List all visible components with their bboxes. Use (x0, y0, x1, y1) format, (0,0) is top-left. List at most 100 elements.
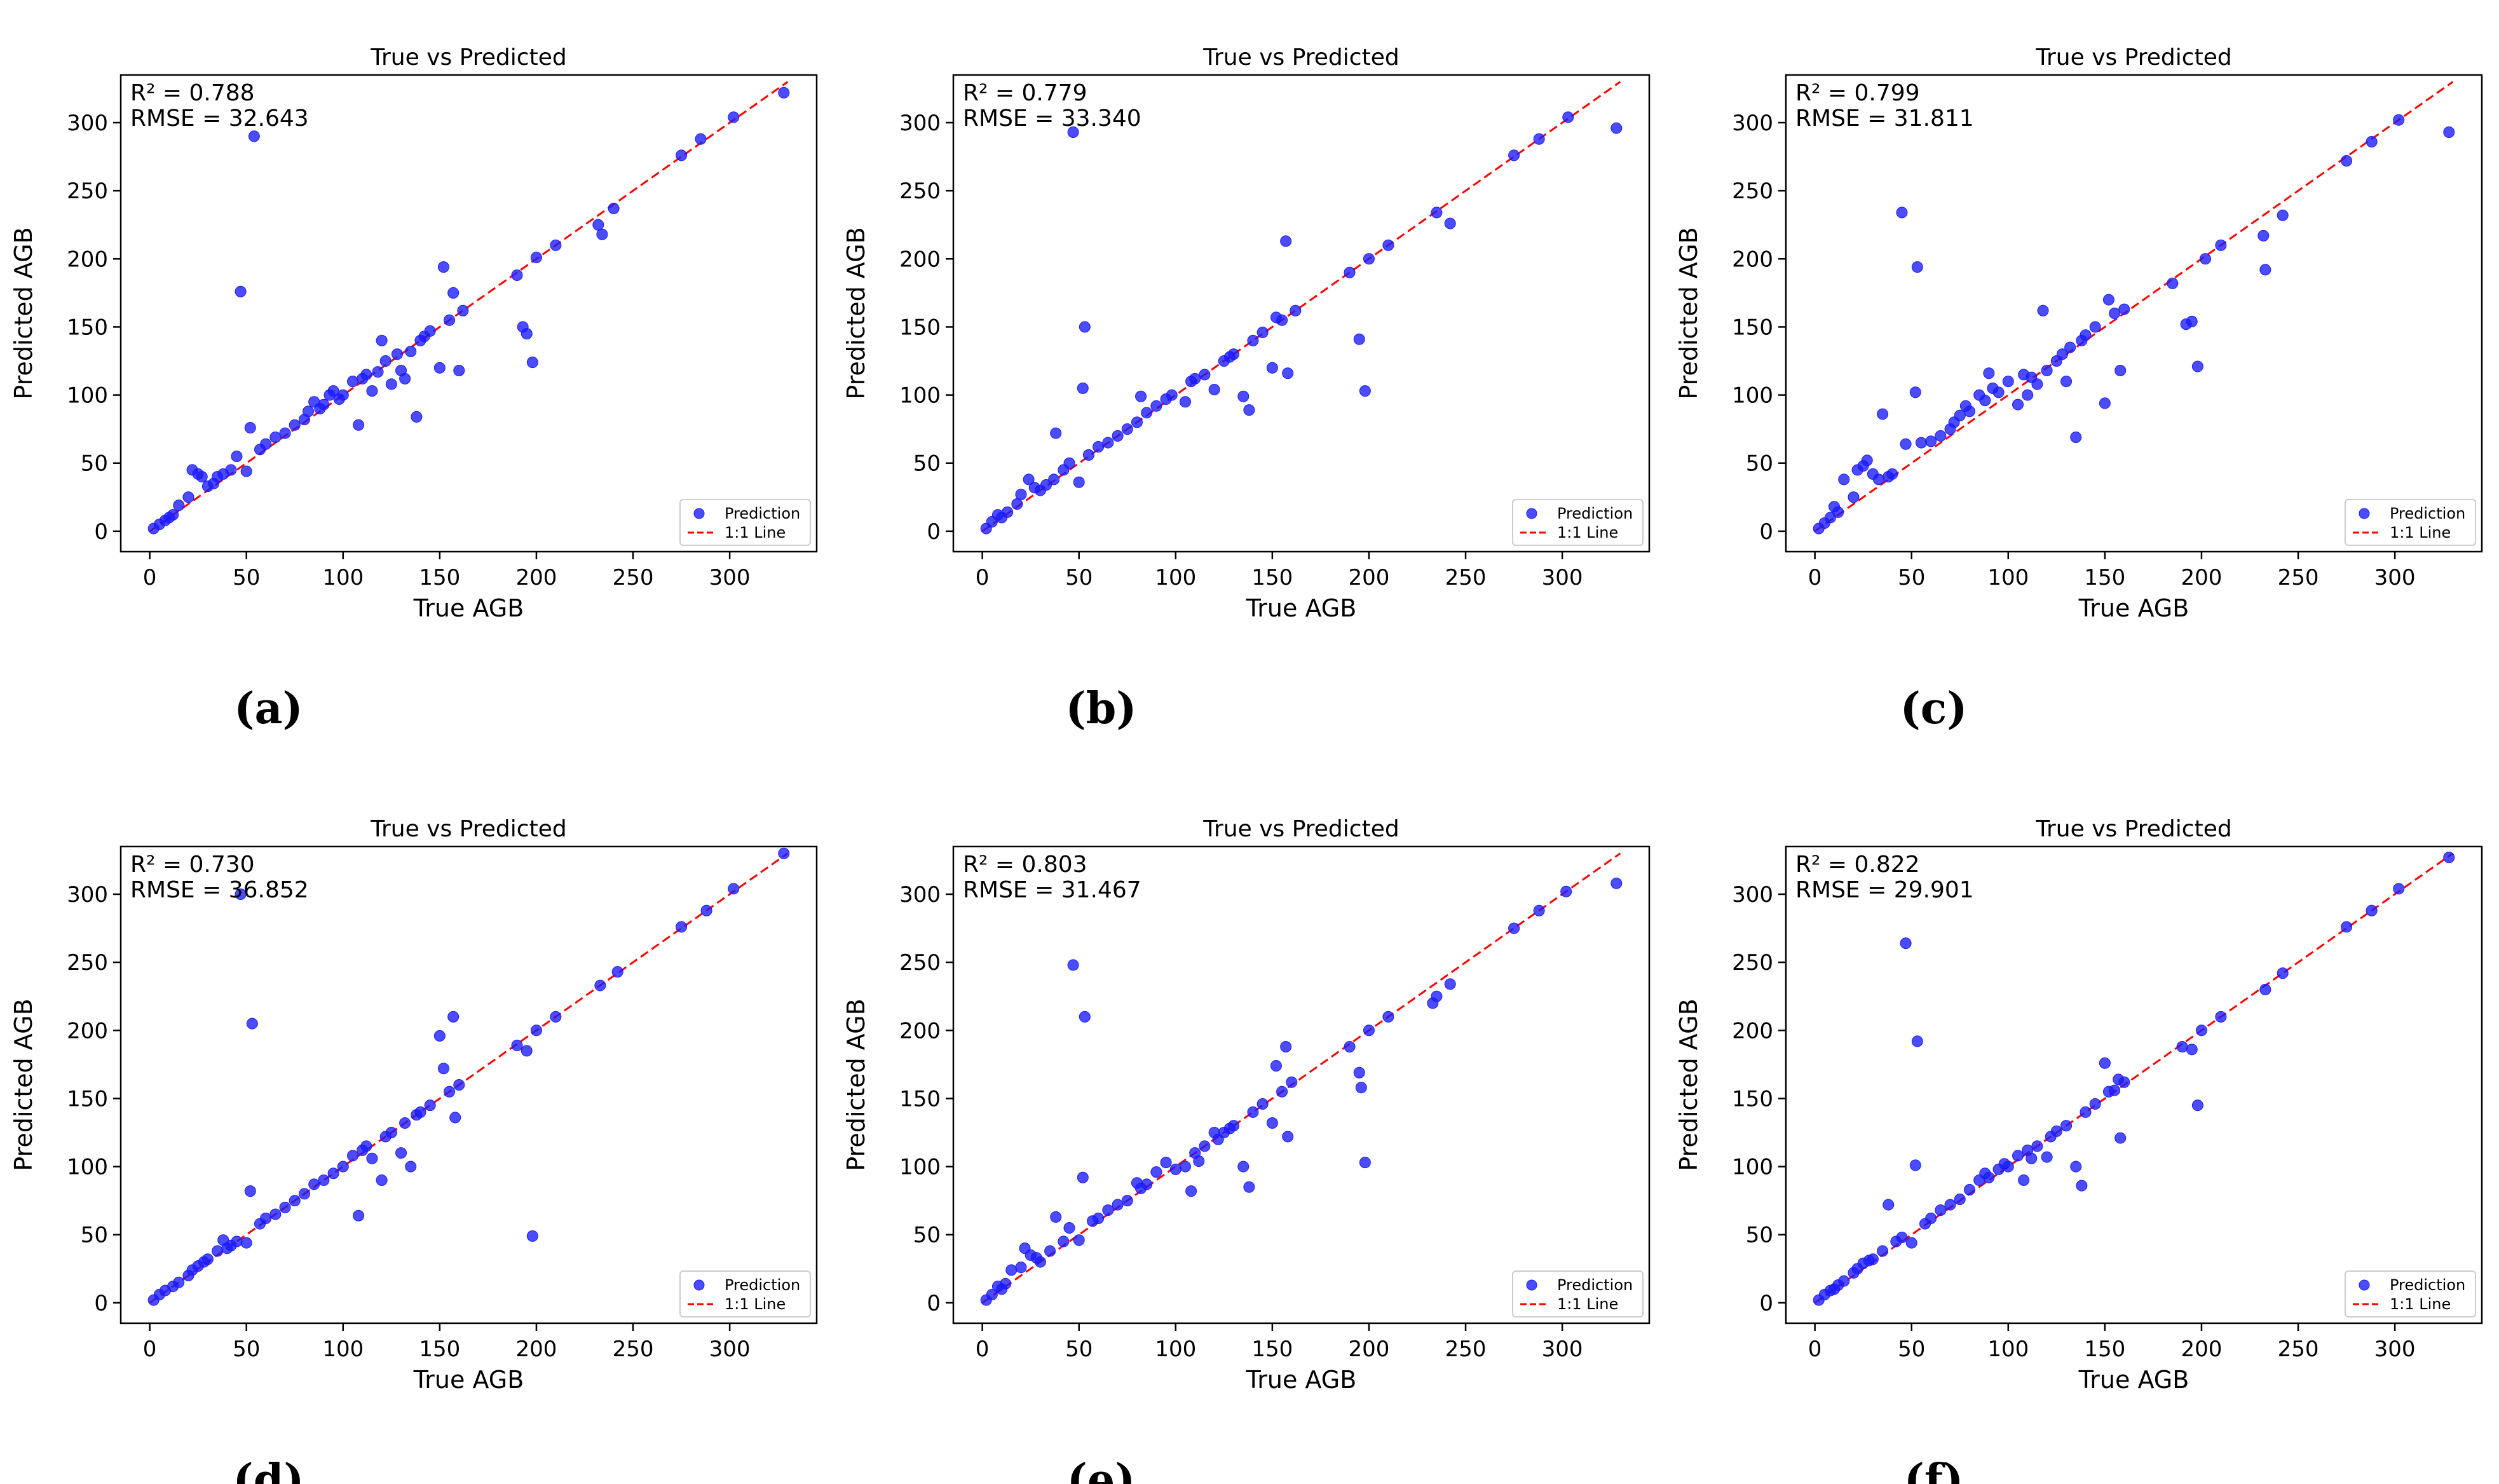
legend-label-line: 1:1 Line (725, 524, 786, 541)
data-point (1121, 1195, 1133, 1207)
x-tick-label: 100 (1155, 565, 1196, 590)
data-point (1886, 468, 1898, 480)
y-tick-label: 50 (1746, 1223, 1773, 1248)
data-point (550, 239, 562, 251)
data-point (260, 1213, 272, 1224)
data-point (1141, 1178, 1153, 1190)
data-point (1002, 506, 1014, 518)
x-tick-label: 200 (516, 1337, 557, 1362)
data-point (1276, 1086, 1288, 1098)
data-point (2341, 921, 2353, 933)
data-point (521, 1045, 533, 1057)
data-point (327, 1167, 339, 1180)
x-tick-label: 100 (1987, 1337, 2029, 1362)
data-point (986, 1289, 998, 1300)
data-point (2277, 209, 2289, 221)
data-point (385, 378, 397, 390)
y-tick-label: 100 (899, 1155, 941, 1180)
data-point (1344, 1041, 1356, 1052)
x-tick-label: 50 (1898, 1337, 1925, 1362)
data-point (695, 133, 707, 145)
x-tick-label: 300 (2374, 565, 2416, 590)
plot-frame (952, 845, 1651, 1324)
data-point (453, 365, 465, 376)
data-point (2099, 397, 2111, 409)
x-tick-label: 200 (1349, 1337, 1390, 1362)
data-point (1199, 1140, 1211, 1152)
data-point (391, 348, 403, 360)
data-point (676, 921, 688, 933)
data-point (1247, 334, 1259, 346)
data-point (2070, 432, 2082, 443)
y-axis-label: Predicted AGB (1675, 998, 1703, 1171)
data-point (196, 471, 208, 483)
legend-box (2345, 1270, 2476, 1317)
legend-label-line: 1:1 Line (1557, 524, 1618, 541)
data-point (405, 1161, 417, 1173)
data-point (353, 419, 365, 431)
data-point (308, 1178, 320, 1190)
legend-label-prediction: Prediction (2390, 505, 2465, 522)
legend-marker-prediction (2359, 508, 2370, 519)
data-point (2002, 1161, 2014, 1173)
data-point (1610, 877, 1623, 889)
x-tick-label: 150 (419, 565, 460, 590)
data-point (1909, 386, 1921, 398)
data-point (347, 1150, 358, 1162)
x-axis-label: True AGB (2078, 594, 2189, 622)
y-tick-label: 300 (67, 111, 108, 136)
rmse-annotation: RMSE = 29.901 (1795, 877, 1974, 903)
data-point (366, 385, 378, 397)
y-tick-label: 200 (67, 247, 108, 272)
data-point (1073, 1234, 1085, 1246)
data-point (1199, 369, 1211, 381)
panel-caption: (c) (1900, 683, 1968, 734)
data-point (2026, 1152, 2038, 1164)
data-point (2099, 1057, 2111, 1069)
data-point (2076, 1180, 2088, 1192)
data-point (2041, 1151, 2053, 1163)
data-point (2080, 329, 2092, 341)
data-point (411, 411, 423, 423)
chart-panel-c: True vs Predicted 0 50 100 150 200 250 300 0 50 10… (1675, 44, 2483, 734)
x-tick-label: 150 (2084, 565, 2125, 590)
data-point (433, 362, 446, 374)
y-tick-label: 250 (899, 179, 941, 204)
data-point (2102, 294, 2114, 306)
panel-caption: (f) (1904, 1455, 1964, 1484)
data-point (2167, 277, 2179, 289)
data-point (444, 314, 456, 326)
y-tick-label: 100 (1732, 383, 1773, 409)
data-point (2070, 1161, 2082, 1173)
y-axis-label: Predicted AGB (842, 227, 870, 399)
data-point (376, 1174, 388, 1186)
data-point (1533, 133, 1545, 145)
data-point (2259, 984, 2271, 995)
x-tick-label: 250 (1445, 565, 1487, 590)
data-point (231, 451, 243, 462)
data-point (453, 1079, 465, 1091)
data-point (1266, 362, 1278, 374)
data-point (2200, 253, 2212, 265)
y-tick-label: 150 (899, 1086, 941, 1112)
y-tick-label: 300 (1732, 882, 1773, 908)
x-tick-label: 200 (1349, 565, 1390, 590)
data-point (1610, 122, 1623, 134)
data-point (1166, 389, 1178, 401)
data-point (1925, 435, 1937, 447)
data-point (1015, 1262, 1027, 1274)
data-point (530, 252, 542, 264)
legend-marker-prediction (693, 508, 705, 519)
legend-label-line: 1:1 Line (1557, 1295, 1618, 1313)
data-point (2118, 303, 2130, 315)
data-point (246, 1018, 258, 1030)
x-tick-label: 0 (143, 565, 157, 590)
data-point (1102, 1204, 1114, 1216)
data-point (1935, 1204, 1947, 1216)
data-point (2114, 365, 2127, 376)
data-point (1067, 126, 1079, 138)
data-point (1063, 457, 1075, 469)
data-point (1838, 1275, 1850, 1287)
plot-frame (119, 845, 818, 1324)
